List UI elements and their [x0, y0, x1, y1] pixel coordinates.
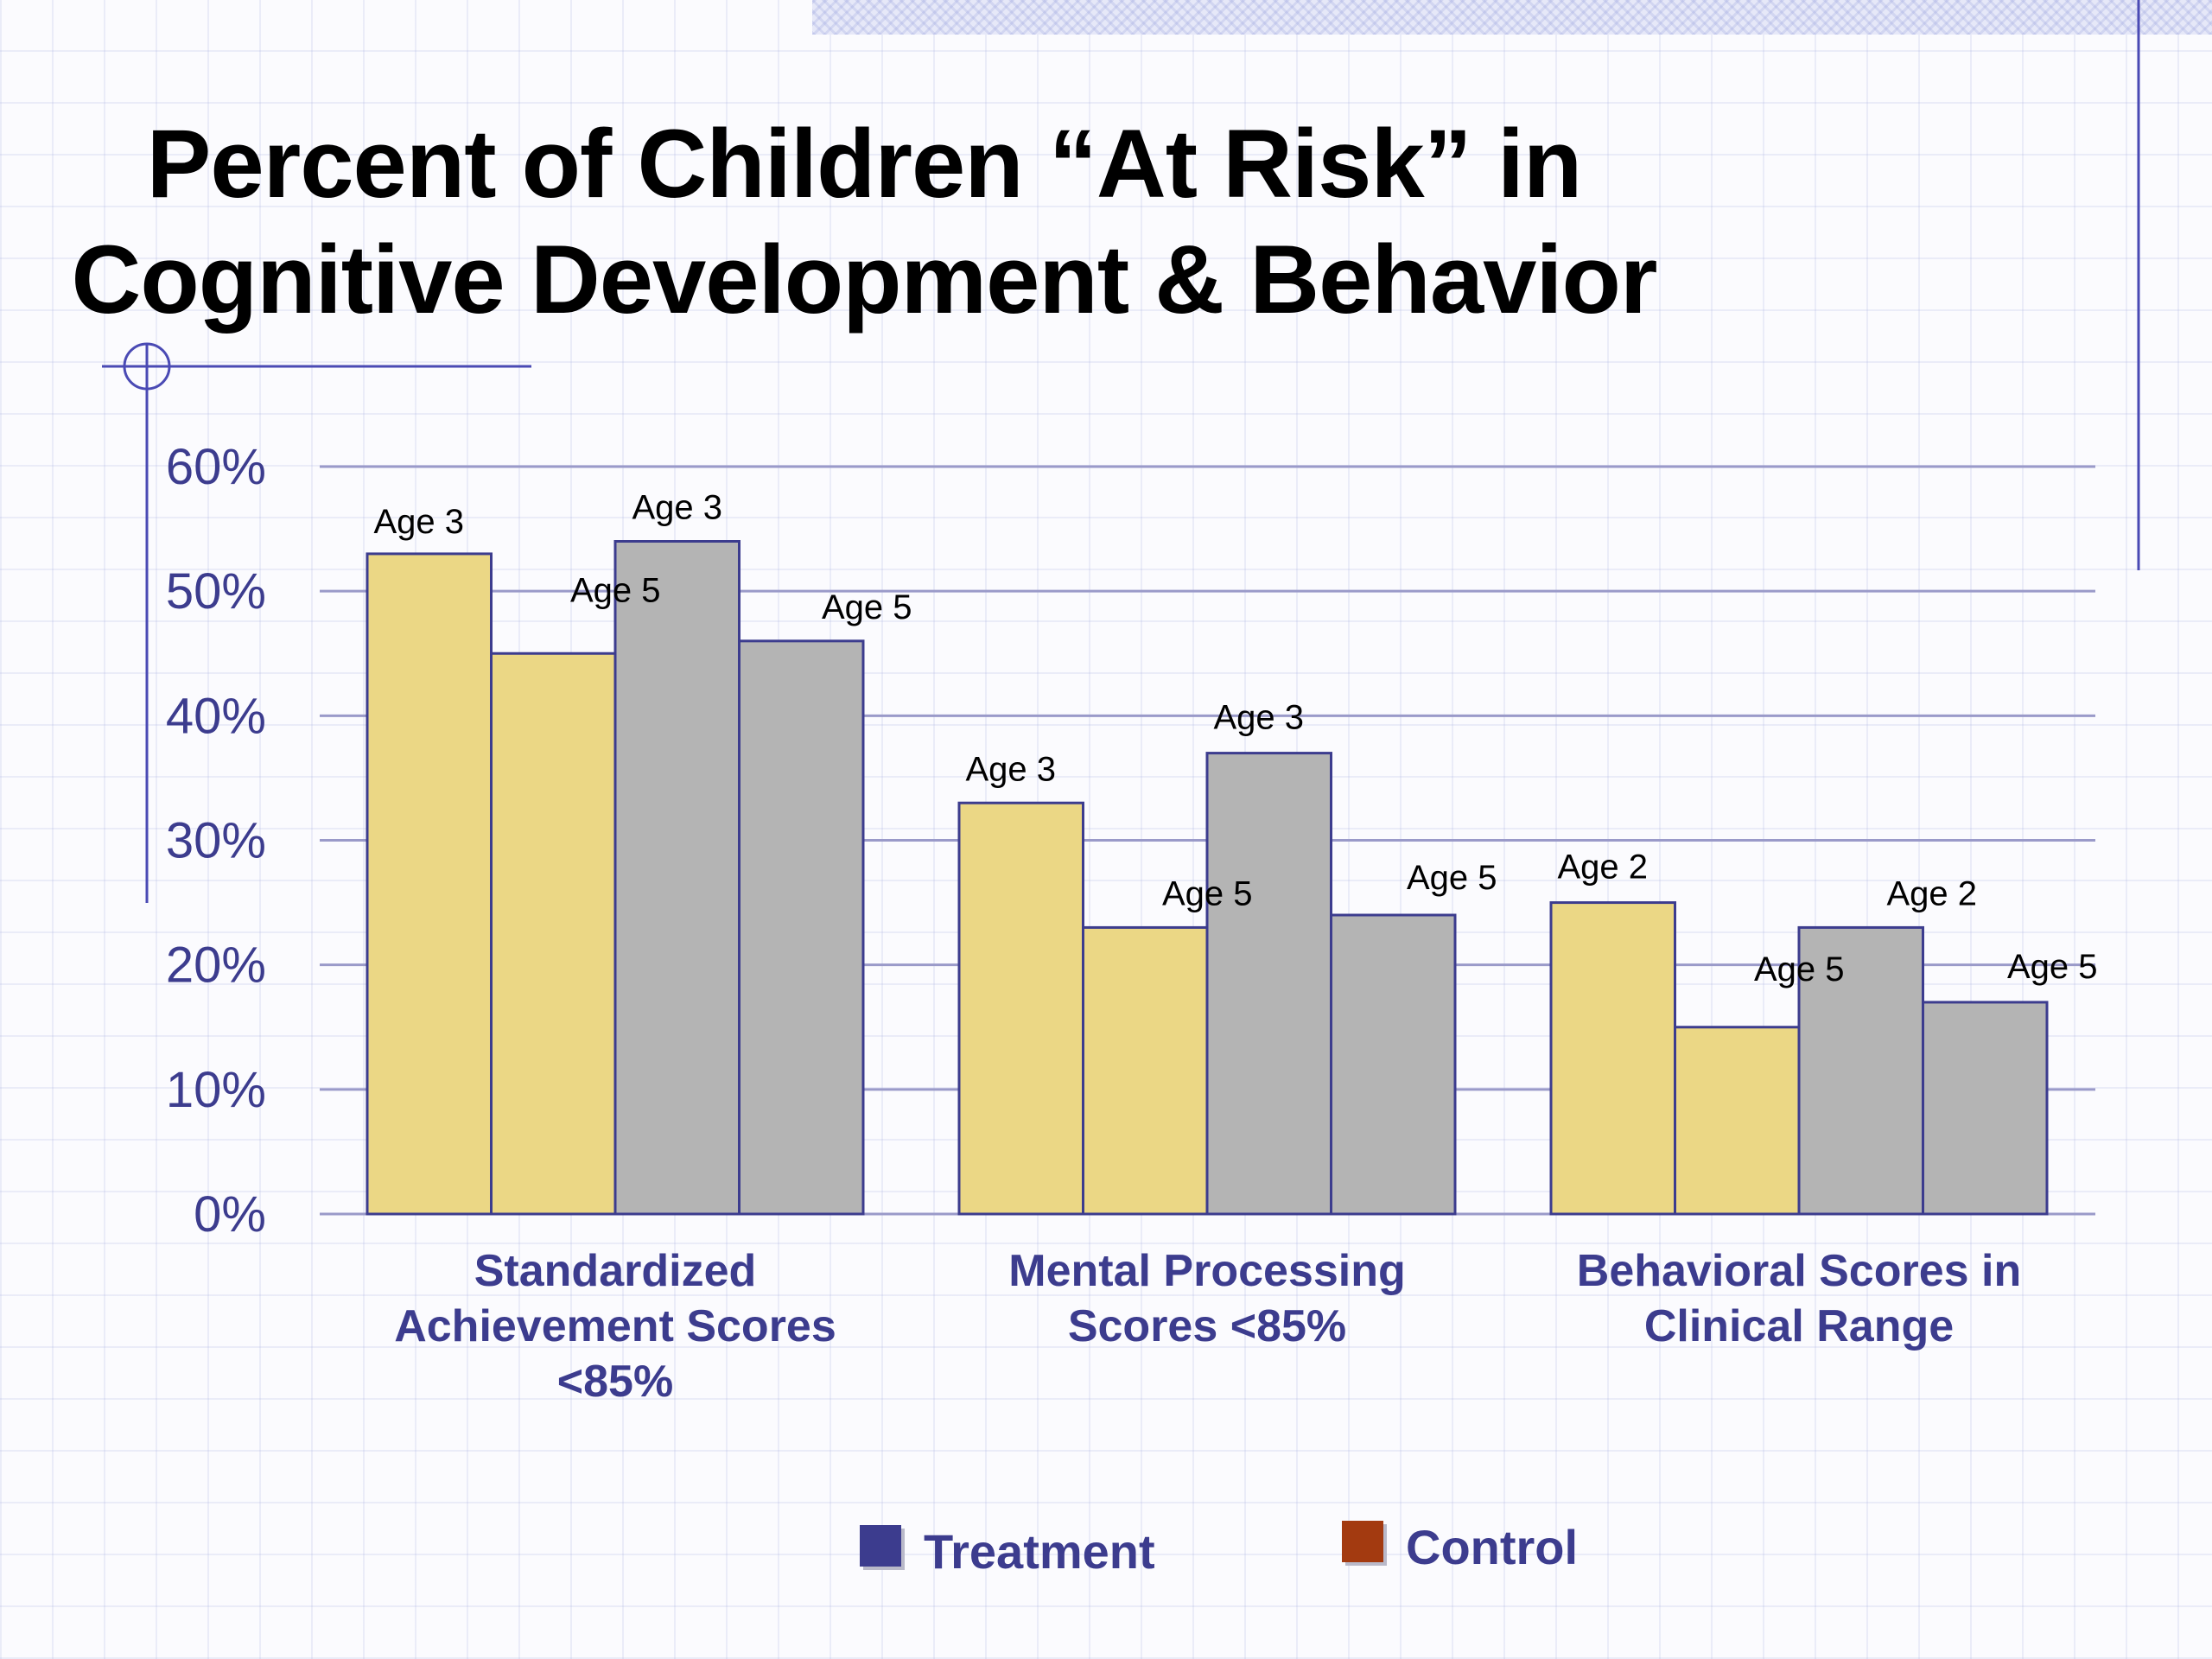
legend-control: Control — [1342, 1516, 1578, 1577]
y-tick-label: 10% — [166, 1062, 266, 1118]
legend-control-label: Control — [1406, 1519, 1579, 1574]
bar-label: Age 5 — [1162, 874, 1253, 912]
bar — [1549, 901, 1676, 1216]
category-label: Standardized — [474, 1246, 757, 1296]
bar-label: Age 3 — [1213, 699, 1304, 737]
bar — [957, 801, 1084, 1216]
bar-label: Age 5 — [822, 588, 912, 626]
bar-labels: Age 3 Age 5 Age 3 Age 5 Age 3 Age 5 Age 3 Age 5… — [373, 489, 2097, 988]
y-tick-label: 50% — [166, 563, 266, 620]
bar — [1674, 1026, 1801, 1216]
bar-label: Age 3 — [373, 503, 464, 541]
legend-treatment-label: Treatment — [924, 1523, 1155, 1579]
bars — [365, 540, 2049, 1216]
bar — [365, 552, 493, 1216]
bar-label: Age 5 — [1754, 950, 1845, 988]
y-tick-label: 60% — [166, 439, 266, 495]
category-label: Scores <85% — [1068, 1301, 1346, 1351]
y-tick-label: 40% — [166, 688, 266, 744]
bar-label: Age 2 — [1886, 874, 1977, 912]
bar-label: Age 5 — [1407, 859, 1497, 897]
category-label: Behavioral Scores in — [1577, 1246, 2021, 1296]
y-tick-label: 0% — [194, 1186, 266, 1243]
bar — [613, 540, 741, 1216]
bar-label: Age 2 — [1557, 849, 1648, 887]
bar-label: Age 5 — [2007, 948, 2098, 986]
category-label: <85% — [557, 1357, 673, 1407]
legend-control-swatch — [1342, 1521, 1383, 1562]
legend-treatment-swatch — [860, 1525, 901, 1567]
y-tick-label: 30% — [166, 813, 266, 869]
slide-top-band — [812, 0, 2212, 35]
bar — [1082, 925, 1209, 1216]
category-label: Achievement Scores — [394, 1301, 836, 1351]
y-tick-label: 20% — [166, 938, 266, 994]
bar — [1922, 1001, 2049, 1216]
category-label: Clinical Range — [1644, 1301, 1954, 1351]
chart-title-line2: Cognitive Development & Behavior — [71, 226, 1657, 334]
bar-label: Age 3 — [965, 750, 1056, 788]
category-label: Mental Processing — [1008, 1246, 1405, 1296]
y-axis-tick-labels: 0% 10% 20% 30% 40% 50% 60% — [166, 439, 266, 1243]
crosshair-ornament — [102, 0, 2140, 903]
bar-label: Age 3 — [632, 489, 722, 527]
chart-title-line1: Percent of Children “At Risk” in — [146, 110, 1583, 218]
legend-treatment: Treatment — [860, 1521, 1155, 1581]
bar — [1330, 913, 1457, 1216]
bar — [738, 639, 865, 1216]
bar-label: Age 5 — [570, 571, 661, 609]
bar — [490, 652, 617, 1216]
bar — [1205, 752, 1332, 1216]
